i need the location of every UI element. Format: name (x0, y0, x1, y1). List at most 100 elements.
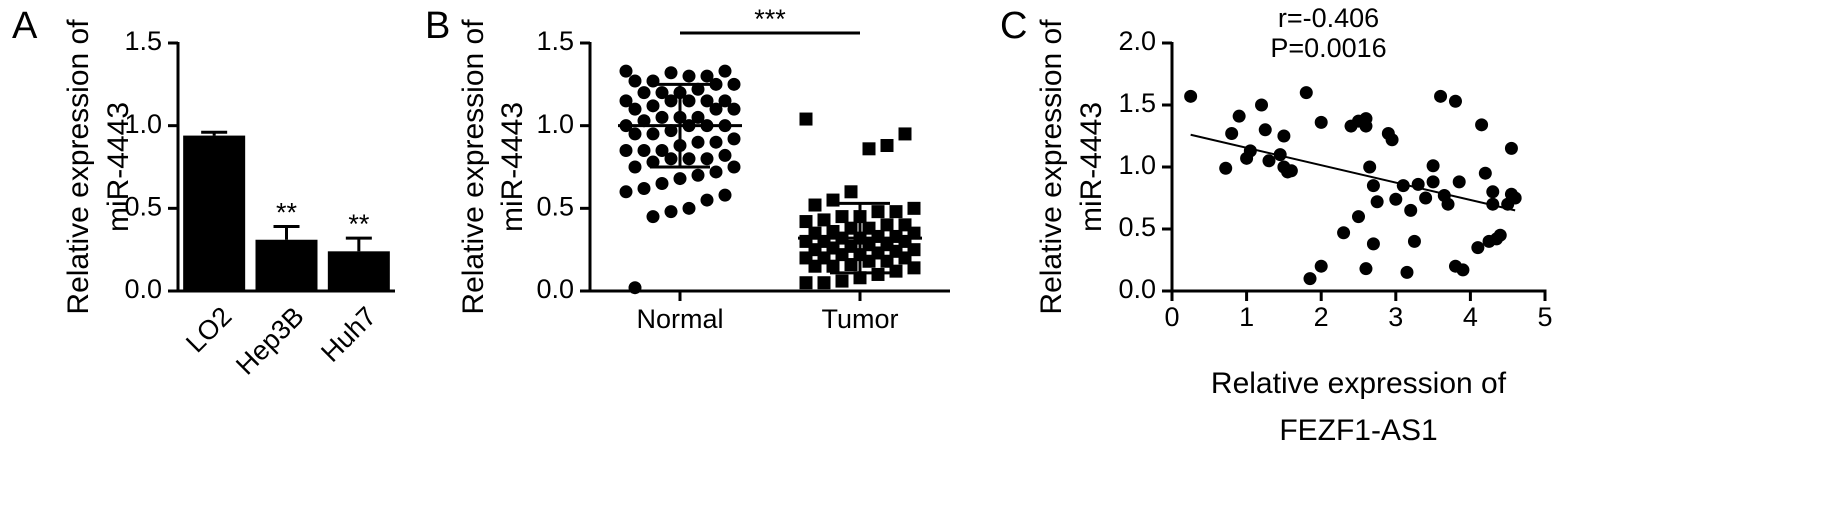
data-point (709, 77, 723, 91)
data-point (718, 94, 732, 108)
data-point (646, 127, 660, 141)
data-point (628, 281, 642, 295)
annotation: r=-0.406 (1278, 3, 1379, 33)
data-point (709, 165, 723, 179)
y-tick-label: 0.5 (536, 191, 574, 221)
data-point (682, 94, 696, 108)
data-point (628, 102, 642, 116)
data-point (709, 102, 723, 116)
data-point (1314, 115, 1328, 129)
data-point (700, 94, 714, 108)
y-tick-label: 1.5 (536, 26, 574, 56)
data-point (1426, 159, 1440, 173)
y-tick-label: 0.5 (1118, 212, 1156, 242)
data-point (682, 69, 696, 83)
bar (255, 239, 318, 291)
data-point (844, 221, 858, 235)
data-point (1448, 94, 1462, 108)
data-point (853, 271, 867, 285)
x-tick-label: 3 (1388, 302, 1403, 332)
x-tick-label: Huh7 (315, 301, 382, 368)
data-point (898, 251, 912, 265)
data-point (682, 152, 696, 166)
x-axis-label: Relative expression of (1211, 367, 1507, 400)
significance-label: ** (348, 209, 370, 239)
data-point (619, 94, 633, 108)
data-point (655, 143, 669, 157)
bar (183, 135, 246, 291)
data-point (1258, 123, 1272, 137)
data-point (664, 152, 678, 166)
data-point (898, 127, 912, 141)
data-point (682, 201, 696, 215)
data-point (1389, 192, 1403, 206)
y-tick-label: 0.0 (536, 274, 574, 304)
panel-letter: A (12, 5, 38, 47)
y-tick-label: 0.5 (124, 191, 162, 221)
data-point (619, 143, 633, 157)
data-point (1478, 166, 1492, 180)
data-point (628, 160, 642, 174)
data-point (1475, 118, 1489, 132)
data-point (628, 74, 642, 88)
data-point (1284, 164, 1298, 178)
y-axis-label: miR-4443 (1075, 102, 1108, 232)
data-point (727, 77, 741, 91)
data-point (862, 254, 876, 268)
data-point (637, 114, 651, 128)
y-tick-label: 2.0 (1118, 26, 1156, 56)
data-point (1303, 272, 1317, 286)
data-point (1359, 262, 1373, 276)
data-point (1504, 141, 1518, 155)
data-point (1232, 109, 1246, 123)
data-point (880, 218, 894, 232)
data-point (1434, 89, 1448, 103)
data-point (1359, 119, 1373, 133)
data-point (718, 148, 732, 162)
data-point (880, 139, 894, 153)
data-point (691, 82, 705, 96)
data-point (799, 215, 813, 229)
y-tick-label: 0.0 (1118, 274, 1156, 304)
data-point (709, 135, 723, 149)
y-axis-label: Relative expression of (62, 19, 95, 315)
data-point (1486, 185, 1500, 199)
data-point (1337, 226, 1351, 240)
data-point (664, 94, 678, 108)
x-tick-label: 5 (1537, 302, 1552, 332)
data-point (835, 210, 849, 224)
regression-line (1190, 133, 1516, 212)
data-point (1299, 86, 1313, 100)
data-point (799, 276, 813, 290)
data-point (808, 198, 822, 212)
data-point (1219, 161, 1233, 175)
data-point (1255, 98, 1269, 112)
data-point (817, 213, 831, 227)
data-point (664, 66, 678, 80)
data-point (691, 135, 705, 149)
bar (327, 251, 390, 291)
data-point (844, 185, 858, 199)
data-point (664, 205, 678, 219)
y-axis-label: miR-4443 (102, 102, 135, 232)
data-point (1184, 89, 1198, 103)
data-point (907, 201, 921, 215)
data-point (1419, 191, 1433, 205)
data-point (1407, 234, 1421, 248)
data-point (619, 64, 633, 78)
data-point (700, 152, 714, 166)
data-point (1370, 195, 1384, 209)
y-tick-label: 1.5 (124, 26, 162, 56)
data-point (799, 112, 813, 126)
data-point (880, 254, 894, 268)
data-point (835, 248, 849, 262)
data-point (718, 64, 732, 78)
data-point (637, 86, 651, 100)
x-tick-label: 2 (1314, 302, 1329, 332)
data-point (619, 185, 633, 199)
y-axis-label: miR-4443 (496, 102, 529, 232)
data-point (637, 143, 651, 157)
data-point (646, 99, 660, 113)
data-point (727, 102, 741, 116)
